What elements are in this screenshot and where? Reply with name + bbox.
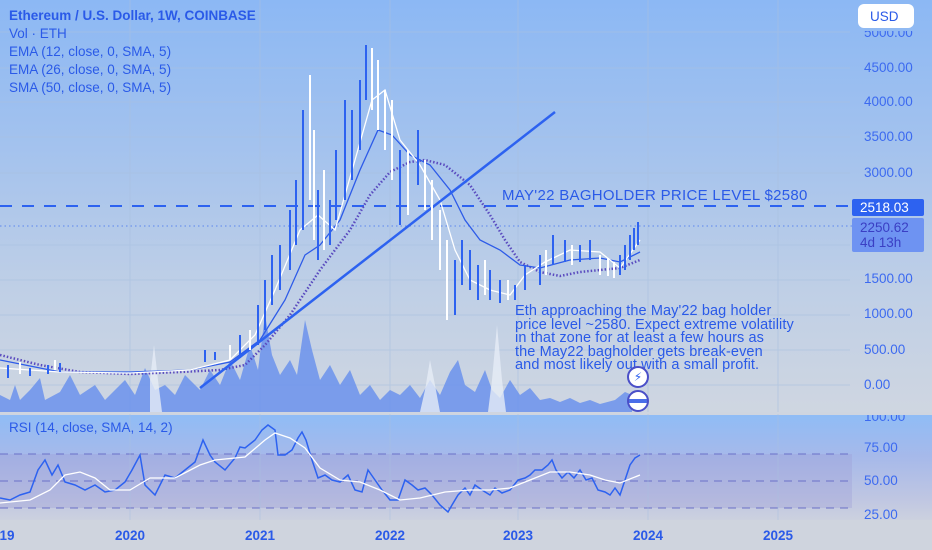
legend-ema12[interactable]: EMA (12, close, 0, SMA, 5)	[9, 44, 172, 59]
legend-sma50[interactable]: SMA (50, close, 0, SMA, 5)	[9, 80, 172, 95]
legend-ema26[interactable]: EMA (26, close, 0, SMA, 5)	[9, 62, 172, 77]
rsi-axis-label: 50.00	[864, 473, 898, 488]
time-axis-label: 2022	[374, 528, 406, 543]
rsi-axis-label: 75.00	[864, 440, 898, 455]
trendline[interactable]	[199, 111, 556, 389]
rsi-legend[interactable]: RSI (14, close, SMA, 14, 2)	[9, 420, 173, 435]
price-axis-label: 3000.00	[864, 165, 913, 180]
rsi-pane[interactable]	[0, 414, 932, 520]
price-axis-label: 5000.00	[864, 25, 913, 40]
volume-area	[0, 315, 632, 412]
price-axis-label: 0.00	[864, 377, 891, 392]
price-axis-label: 500.00	[864, 342, 906, 357]
lightning-icon[interactable]: ⚡	[627, 366, 649, 388]
time-axis-label: 2025	[762, 528, 794, 543]
legend-volume[interactable]: Vol · ETH	[9, 26, 67, 41]
rsi-levels	[0, 453, 852, 509]
hline-price-tag[interactable]: 2518.03	[852, 199, 924, 216]
bagholder-label[interactable]: MAY'22 BAGHOLDER PRICE LEVEL $2580	[502, 187, 808, 204]
pane-separator[interactable]	[0, 412, 932, 415]
time-axis[interactable]	[0, 520, 932, 550]
rsi-line	[0, 424, 641, 514]
price-axis-label: 1500.00	[864, 271, 913, 286]
rsi-axis-label: 25.00	[864, 507, 898, 522]
time-axis-label: 2020	[114, 528, 146, 543]
price-axis-label: 3500.00	[864, 129, 913, 144]
bar-countdown: 4d 13h	[860, 235, 902, 250]
currency-button[interactable]: USD	[858, 4, 914, 28]
rsi-axis-label: 100.00	[864, 409, 906, 424]
chart-legend: Ethereum / U.S. Dollar, 1W, COINBASE Vol…	[9, 7, 256, 97]
symbol-title[interactable]: Ethereum / U.S. Dollar, 1W, COINBASE	[9, 8, 256, 23]
price-axis-label: 1000.00	[864, 306, 913, 321]
candles	[7, 45, 639, 378]
time-axis-label: 2021	[244, 528, 276, 543]
last-price-tag: 2250.62 4d 13h	[852, 218, 924, 252]
price-axis-label: 4000.00	[864, 94, 913, 109]
price-axis-label: 4500.00	[864, 60, 913, 75]
time-axis-label: 19	[0, 528, 15, 543]
time-axis-label: 2024	[632, 528, 664, 543]
rsi-ma-line	[0, 432, 641, 504]
us-flag-icon[interactable]	[627, 390, 649, 412]
time-axis-label: 2023	[502, 528, 534, 543]
last-price-value: 2250.62	[860, 220, 909, 235]
annotation-note[interactable]: Eth approaching the May'22 bag holder pr…	[515, 303, 794, 373]
